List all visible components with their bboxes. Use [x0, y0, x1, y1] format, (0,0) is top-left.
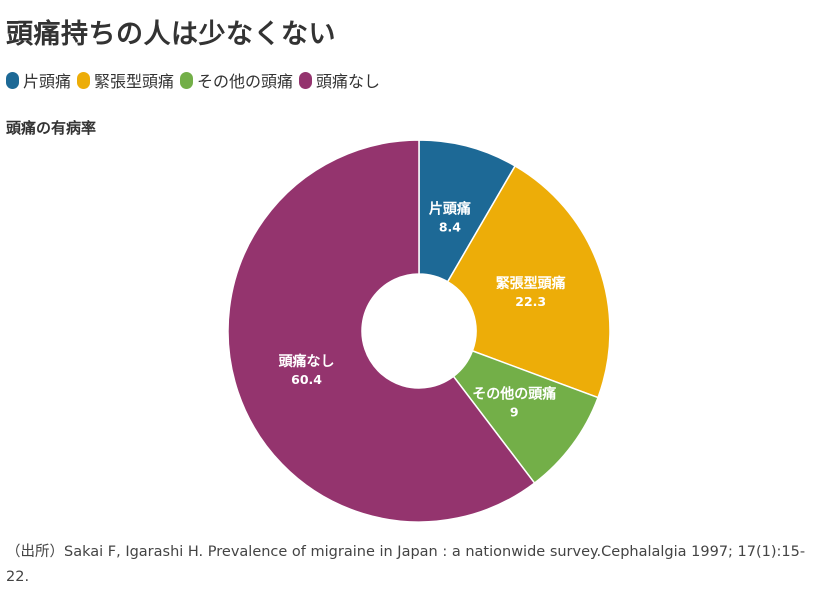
legend-item: 頭痛なし — [299, 68, 380, 92]
slice-value-label: 22.3 — [515, 294, 546, 309]
slice-label: その他の頭痛 — [472, 386, 556, 403]
legend-label: 緊張型頭痛 — [94, 72, 175, 91]
legend-label: 片頭痛 — [23, 72, 72, 91]
slice-value-label: 8.4 — [439, 219, 461, 234]
legend: 片頭痛 緊張型頭痛 その他の頭痛 頭痛なし — [6, 68, 386, 92]
legend-swatch — [299, 71, 313, 89]
legend-item: 片頭痛 — [6, 68, 71, 92]
slice-label: 頭痛なし — [279, 353, 335, 370]
source-note: （出所）Sakai F, Igarashi H. Prevalence of m… — [6, 544, 806, 585]
slice-value-label: 9 — [510, 405, 519, 420]
legend-label: 頭痛なし — [316, 72, 381, 91]
slice-value-label: 60.4 — [291, 372, 322, 387]
legend-item: 緊張型頭痛 — [77, 68, 174, 92]
legend-swatch — [180, 71, 194, 89]
chart-subtitle: 頭痛の有病率 — [6, 119, 97, 137]
chart-title: 頭痛持ちの人は少なくない — [6, 19, 336, 50]
slice-label: 片頭痛 — [429, 200, 471, 217]
pie-slice — [446, 164, 611, 399]
slice-label: 緊張型頭痛 — [496, 275, 566, 292]
legend-label: その他の頭痛 — [197, 72, 294, 91]
legend-item: その他の頭痛 — [180, 68, 293, 92]
legend-swatch — [77, 71, 91, 89]
legend-swatch — [6, 71, 19, 89]
pie-slice — [227, 139, 536, 523]
